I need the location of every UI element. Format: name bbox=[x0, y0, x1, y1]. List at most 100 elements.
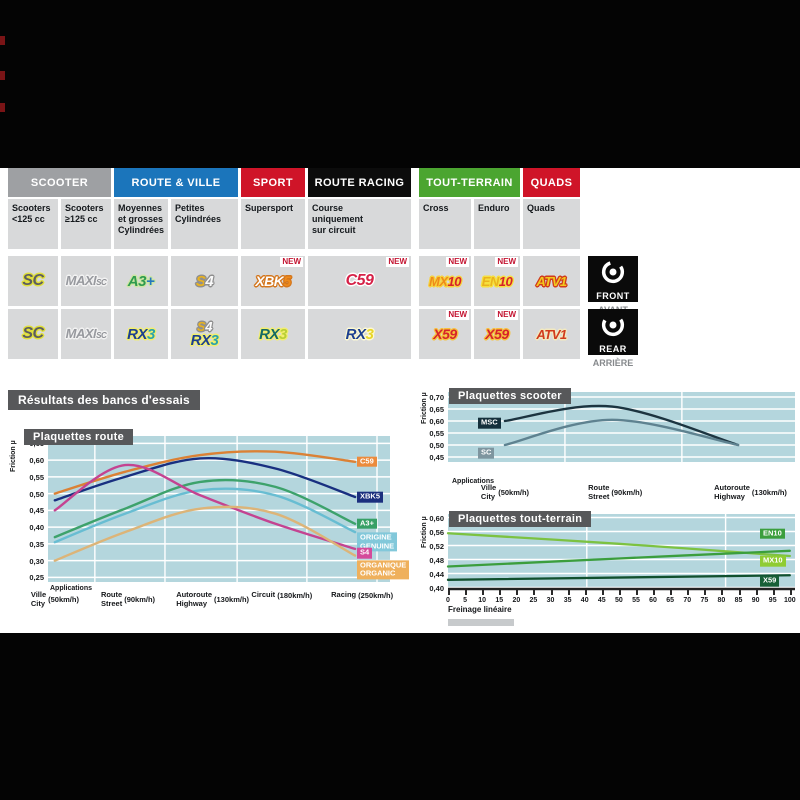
x-tick-mark bbox=[687, 590, 690, 595]
new-badge: NEW bbox=[386, 257, 409, 267]
product-logo-xbk5: XBK5 bbox=[255, 274, 291, 288]
logo-text: A3 bbox=[127, 272, 147, 290]
applications-label-scooter: Applications bbox=[452, 478, 495, 485]
x-tick-mark bbox=[516, 590, 519, 595]
product-cell-rear: RX3 bbox=[114, 309, 168, 359]
x-category-name-line: Street bbox=[588, 491, 610, 501]
x-tick-mark bbox=[482, 590, 485, 595]
product-cell-rear: ATV1 bbox=[523, 309, 580, 359]
subheader-cell: Course uniquement sur circuit bbox=[308, 199, 411, 249]
y-tick-label: 0,25 bbox=[29, 573, 44, 583]
subheader-line: uniquement bbox=[312, 213, 363, 224]
subheader-line: Cylindrées bbox=[118, 224, 165, 235]
x-tick-label: 75 bbox=[700, 597, 709, 604]
x-tick-mark bbox=[550, 590, 553, 595]
x-category-label: Circuit (180km/h) bbox=[251, 591, 312, 600]
product-logo-sc: SC bbox=[22, 326, 44, 342]
red-edge-mark bbox=[0, 36, 5, 45]
logo-text: ATV1 bbox=[536, 326, 567, 342]
series-line-C59 bbox=[53, 450, 357, 495]
new-badge: NEW bbox=[495, 310, 518, 320]
x-category-name-line: Street bbox=[100, 598, 123, 608]
logo-text: 3 bbox=[147, 325, 155, 343]
x-tick-label: 30 bbox=[546, 597, 555, 604]
legend-line: C59 bbox=[360, 456, 374, 466]
x-category-name-line: Circuit bbox=[251, 590, 276, 600]
subheader-line: Moyennes bbox=[118, 203, 163, 213]
y-tick-label: 0,40 bbox=[29, 523, 44, 533]
series-line-ORIGINE bbox=[53, 487, 357, 544]
legend-line: GENUINE bbox=[360, 541, 395, 551]
subheader-line: Course bbox=[312, 203, 344, 213]
x-category-speed: (90km/h) bbox=[124, 595, 156, 605]
legend-line: SC bbox=[481, 447, 492, 457]
x-tick-mark bbox=[567, 590, 570, 595]
x-tick-label: 85 bbox=[734, 597, 743, 604]
logo-text: 3 bbox=[365, 325, 374, 343]
x-tick-label: 90 bbox=[751, 597, 760, 604]
bottom-black-area bbox=[0, 633, 800, 800]
x-tick-mark bbox=[533, 590, 536, 595]
x-tick-mark bbox=[670, 590, 673, 595]
product-logo-rx3: RX3 bbox=[127, 327, 155, 342]
legend-C59: C59 bbox=[357, 456, 377, 468]
y-tick-label: 0,52 bbox=[429, 541, 444, 551]
product-cell-rear: SC bbox=[8, 309, 58, 359]
x-category-label: Ville City (50km/h) bbox=[31, 590, 79, 608]
x-category-name-line: Autoroute bbox=[176, 590, 213, 599]
subheader-line: ≥125 cc bbox=[65, 213, 98, 224]
y-tick-label: 0,60 bbox=[429, 513, 444, 523]
rear-label: REAR bbox=[599, 344, 627, 354]
logo-text: 4 bbox=[205, 272, 214, 290]
x-category-names: Circuit bbox=[251, 591, 275, 600]
x-tick-label: 45 bbox=[597, 597, 606, 604]
x-tick-mark bbox=[618, 590, 621, 595]
x-category-label: Autoroute Highway (130km/h) bbox=[714, 483, 787, 501]
x-category-label: Autoroute Highway (130km/h) bbox=[176, 590, 249, 608]
x-tick-mark bbox=[584, 590, 587, 595]
legend-line: S4 bbox=[360, 547, 370, 557]
y-axis-label-scooter: Friction µ bbox=[421, 392, 428, 424]
subheader-cell: Scooters ≥125 cc bbox=[61, 199, 111, 249]
category-header-route-racing: ROUTE RACING bbox=[308, 168, 411, 197]
subheader-line: Cylindrées bbox=[175, 213, 222, 224]
logo-text: S bbox=[195, 272, 206, 290]
legend-SC: SC bbox=[478, 447, 495, 459]
y-tick-label: 0,65 bbox=[429, 404, 444, 414]
chart-title-scooter: Plaquettes scooter bbox=[449, 388, 571, 404]
top-photo-black-area bbox=[0, 0, 800, 168]
x-tick-label: 70 bbox=[683, 597, 692, 604]
results-title-bar: Résultats des bancs d'essais bbox=[8, 390, 200, 410]
series-line-EN10 bbox=[446, 549, 791, 568]
x-category-label: Route Street (90km/h) bbox=[100, 590, 156, 608]
series-line-ORGANIQUE bbox=[53, 505, 357, 562]
y-tick-label: 0,70 bbox=[429, 392, 444, 402]
x-tick-mark bbox=[738, 590, 741, 595]
product-cell-rear: S4 RX3 bbox=[171, 309, 238, 359]
subheader-cell: Quads bbox=[523, 199, 580, 249]
logo-text: ATV1 bbox=[536, 273, 567, 289]
x-category-names: Autoroute Highway bbox=[714, 483, 750, 501]
x-tick-mark bbox=[653, 590, 656, 595]
subheader-line: sur circuit bbox=[312, 224, 356, 235]
product-logo-x59: X59 bbox=[433, 327, 457, 341]
subheader-line: Scooters bbox=[65, 203, 104, 213]
applications-label-route: Applications bbox=[50, 585, 93, 592]
front-label: FRONT bbox=[596, 291, 630, 301]
logo-text: RX bbox=[127, 325, 147, 343]
logo-text: SC bbox=[96, 331, 107, 341]
x-category-names: Route Street bbox=[100, 590, 123, 608]
subheader-line: Cross bbox=[423, 203, 449, 213]
chart-title-tout-terrain: Plaquettes tout-terrain bbox=[449, 511, 592, 527]
x-category-names: Ville City bbox=[31, 590, 46, 608]
subheader-line: Enduro bbox=[478, 203, 510, 213]
legend-MSC: MSC bbox=[478, 417, 501, 429]
product-logo-rx3_teal: RX3 bbox=[259, 327, 287, 342]
x-category-label: Route Street (90km/h) bbox=[588, 483, 642, 501]
y-tick-label: 0,50 bbox=[29, 489, 44, 499]
product-logo-mx10: MX10 bbox=[429, 275, 461, 288]
legend-ORIGINE: ORIGINE GENUINE bbox=[357, 532, 398, 552]
product-cell-front: MAXISC bbox=[61, 256, 111, 306]
x-tick-label: 40 bbox=[580, 597, 589, 604]
